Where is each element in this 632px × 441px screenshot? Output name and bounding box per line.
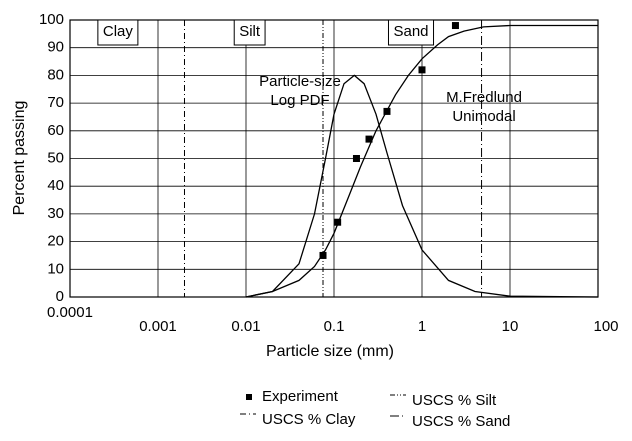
zone-label: Clay [103,23,134,40]
x-tick-label: 0.001 [139,318,177,335]
data-point [418,66,426,74]
data-point [365,135,373,143]
zone-box [97,19,139,46]
y-tick-label: 20 [47,233,64,250]
zone-label: Silt [239,23,261,40]
data-point [352,155,360,162]
x-tick-label: 0.1 [324,318,345,335]
y-tick-label: 50 [47,149,64,166]
x-tick-label: 10 [502,318,519,335]
y-tick-label: 70 [47,94,64,111]
annotation: Particle-size [259,73,341,90]
data-point [383,107,391,115]
y-tick-label: 0 [56,288,64,305]
legend-marker [246,394,252,400]
y-tick-label: 90 [47,39,64,56]
y-tick-label: 60 [47,122,64,139]
zone-box [233,19,266,46]
zone-box [387,19,435,46]
x-axis-label: Particle size (mm) [266,343,394,360]
legend-label: Experiment [262,388,339,405]
x-tick-label: 100 [593,318,618,335]
x-tick-label: 0.01 [231,318,260,335]
y-tick-label: 100 [39,11,64,28]
legend-label: USCS % Silt [412,392,497,409]
legend-label: USCS % Sand [412,413,510,430]
y-tick-label: 30 [47,205,64,222]
data-point [451,22,459,30]
legend-label: USCS % Clay [262,411,356,428]
y-axis-label: Percent passing [11,101,28,216]
annotation: Log PDF [270,92,329,109]
annotation: Unimodal [452,108,515,125]
x-tick-label: 1 [418,318,426,335]
annotation: M.Fredlund [446,89,522,106]
data-point [334,218,342,226]
y-tick-label: 80 [47,66,64,83]
y-tick-label: 40 [47,177,64,194]
curve [245,74,599,298]
y-tick-label: 10 [47,260,64,277]
x-tick-label: 0.0001 [47,304,93,321]
data-point [319,251,327,259]
zone-label: Sand [393,23,428,40]
